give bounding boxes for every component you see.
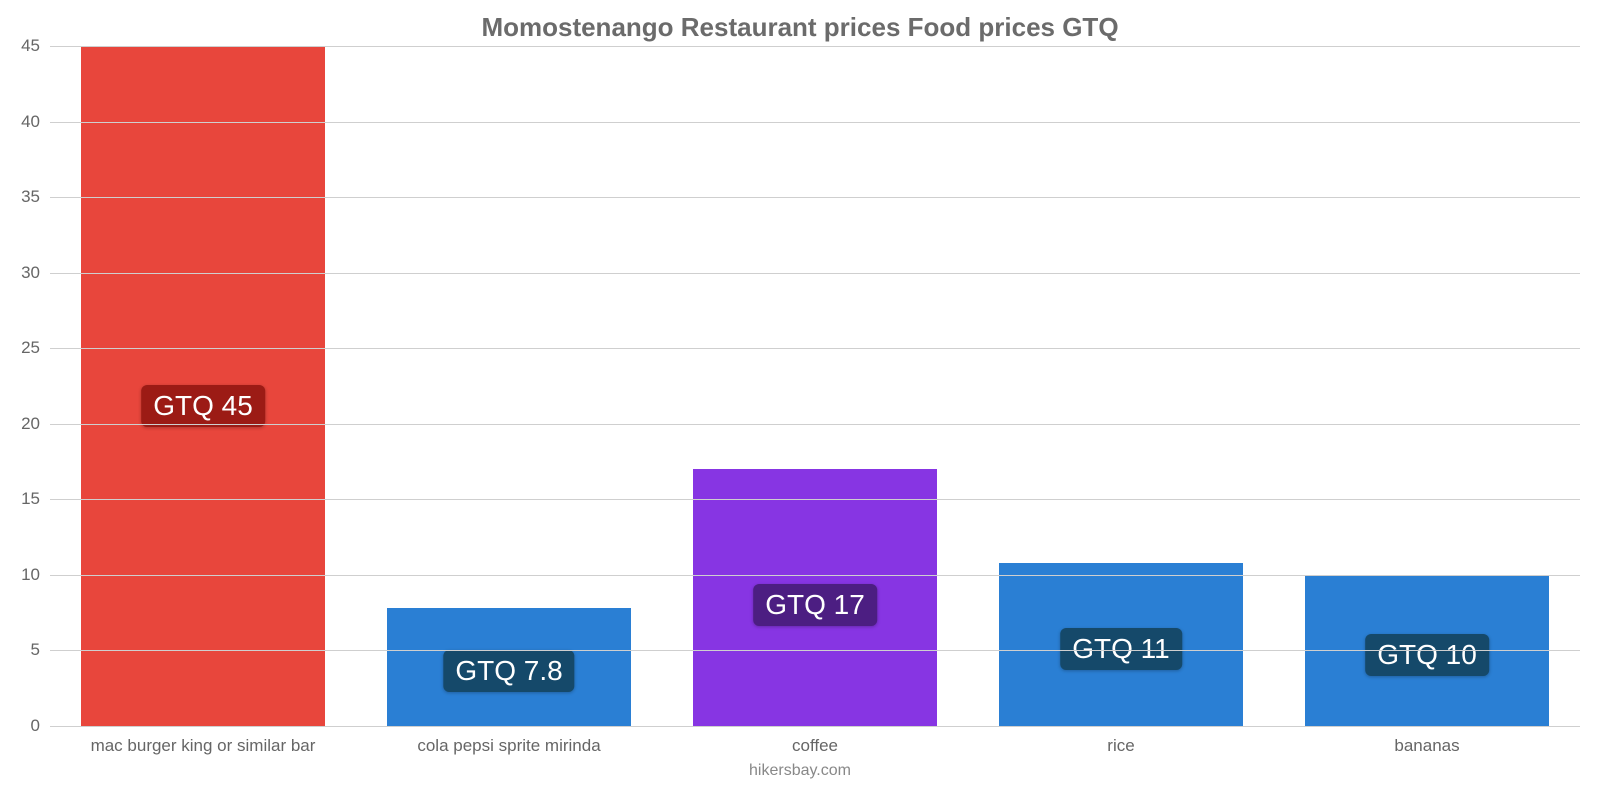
grid-line <box>50 273 1580 274</box>
grid-line <box>50 575 1580 576</box>
y-tick-label: 10 <box>0 565 40 585</box>
y-tick-label: 15 <box>0 489 40 509</box>
y-tick-label: 25 <box>0 338 40 358</box>
y-tick-label: 30 <box>0 263 40 283</box>
x-tick-label: bananas <box>1394 736 1459 756</box>
data-label: GTQ 10 <box>1365 634 1489 676</box>
y-tick-label: 40 <box>0 112 40 132</box>
x-tick-label: cola pepsi sprite mirinda <box>417 736 600 756</box>
grid-line <box>50 726 1580 727</box>
bar-chart: Momostenango Restaurant prices Food pric… <box>0 0 1600 800</box>
x-tick-label: coffee <box>792 736 838 756</box>
y-tick-label: 0 <box>0 716 40 736</box>
grid-line <box>50 197 1580 198</box>
bars-layer: GTQ 45 GTQ 7.8 GTQ 17 GTQ 11 GTQ 10 <box>50 46 1580 726</box>
plot-area: GTQ 45 GTQ 7.8 GTQ 17 GTQ 11 GTQ 10 <box>50 46 1580 726</box>
data-label: GTQ 17 <box>753 584 877 626</box>
grid-line <box>50 46 1580 47</box>
data-label: GTQ 45 <box>141 385 265 427</box>
data-label: GTQ 7.8 <box>443 650 574 692</box>
x-tick-label: rice <box>1107 736 1134 756</box>
y-tick-label: 5 <box>0 640 40 660</box>
grid-line <box>50 424 1580 425</box>
grid-line <box>50 122 1580 123</box>
y-tick-label: 45 <box>0 36 40 56</box>
grid-line <box>50 499 1580 500</box>
y-tick-label: 35 <box>0 187 40 207</box>
x-tick-label: mac burger king or similar bar <box>91 736 316 756</box>
y-tick-label: 20 <box>0 414 40 434</box>
chart-attribution: hikersbay.com <box>0 762 1600 780</box>
grid-line <box>50 650 1580 651</box>
chart-title: Momostenango Restaurant prices Food pric… <box>0 12 1600 43</box>
grid-line <box>50 348 1580 349</box>
data-label: GTQ 11 <box>1060 628 1182 670</box>
